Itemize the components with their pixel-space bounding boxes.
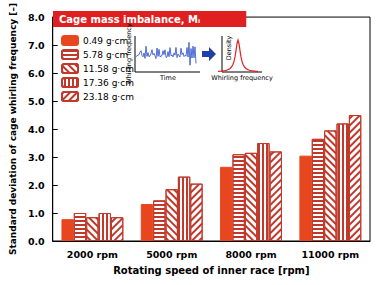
- svg-text:0.0: 0.0: [28, 236, 45, 247]
- svg-text:11000 rpm: 11000 rpm: [301, 249, 359, 260]
- svg-text:11.58 g·cm: 11.58 g·cm: [83, 63, 134, 74]
- svg-text:Density: Density: [225, 35, 233, 60]
- svg-text:4.0: 4.0: [28, 124, 45, 135]
- svg-text:3.0: 3.0: [28, 152, 45, 163]
- svg-text:Whirling frequency: Whirling frequency: [125, 23, 133, 85]
- svg-text:2.0: 2.0: [28, 180, 45, 191]
- svg-text:7.0: 7.0: [28, 40, 45, 51]
- svg-text:Standard deviation of cage whi: Standard deviation of cage whirling freq…: [8, 3, 18, 255]
- svg-text:Cage mass imbalance, Mᵢ: Cage mass imbalance, Mᵢ: [59, 14, 200, 25]
- svg-text:6.0: 6.0: [28, 68, 45, 79]
- svg-text:Rotating speed of inner race [: Rotating speed of inner race [rpm]: [113, 265, 309, 276]
- svg-text:5000 rpm: 5000 rpm: [146, 249, 197, 260]
- svg-text:0.49 g·cm: 0.49 g·cm: [83, 36, 128, 46]
- svg-text:8000 rpm: 8000 rpm: [225, 249, 276, 260]
- svg-text:1.0: 1.0: [28, 208, 45, 219]
- svg-text:17.36 g·cm: 17.36 g·cm: [83, 77, 134, 88]
- svg-text:Whirling frequency: Whirling frequency: [211, 74, 273, 82]
- svg-text:23.18 g·cm: 23.18 g·cm: [83, 92, 134, 102]
- svg-text:5.0: 5.0: [28, 96, 45, 107]
- svg-text:5.78 g·cm: 5.78 g·cm: [83, 50, 128, 60]
- svg-text:8.0: 8.0: [28, 12, 45, 23]
- svg-text:2000 rpm: 2000 rpm: [67, 249, 118, 260]
- svg-text:Time: Time: [159, 74, 176, 82]
